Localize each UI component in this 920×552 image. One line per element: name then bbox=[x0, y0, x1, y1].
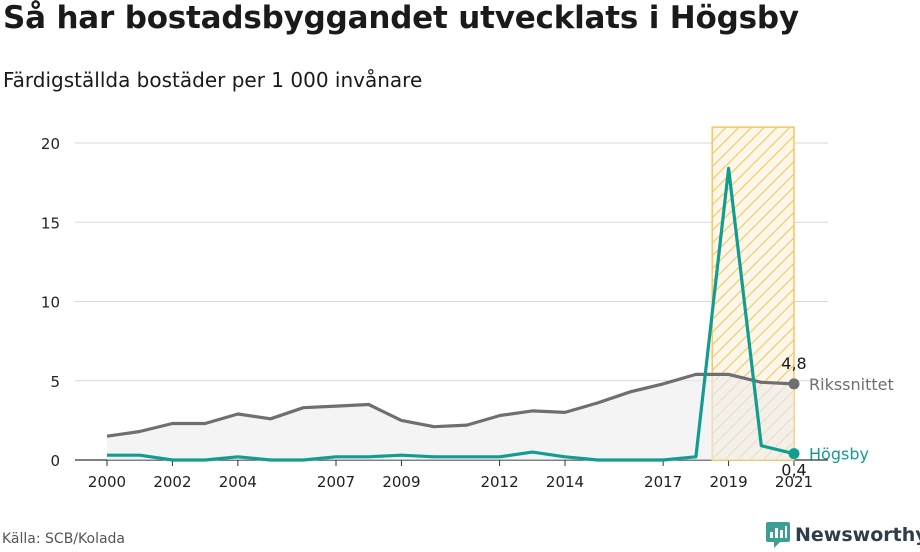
x-tick-label: 2019 bbox=[709, 473, 747, 491]
y-tick-label: 10 bbox=[41, 294, 60, 312]
x-tick-label: 2000 bbox=[88, 473, 126, 491]
hogsby-line bbox=[107, 166, 795, 462]
rikssnittet-value-label: 4,8 bbox=[781, 354, 806, 373]
hogsby-series-label: Högsby bbox=[809, 445, 869, 464]
x-tick-label: 2009 bbox=[382, 473, 420, 491]
x-tick-label: 2007 bbox=[317, 473, 355, 491]
y-tick-label: 5 bbox=[50, 373, 60, 391]
x-tick-label: 2002 bbox=[153, 473, 191, 491]
rikssnittet-series-label: Rikssnittet bbox=[809, 375, 894, 394]
newsworthy-brand[interactable]: Newsworthy bbox=[765, 520, 920, 550]
brand-name: Newsworthy bbox=[795, 524, 920, 546]
chart-title: Så har bostadsbyggandet utvecklats i Hög… bbox=[3, 0, 799, 36]
y-tick-label: 20 bbox=[41, 135, 60, 153]
x-tick-label: 2017 bbox=[644, 473, 682, 491]
x-tick-label: 2004 bbox=[219, 473, 257, 491]
source-note: Källa: SCB/Kolada bbox=[2, 531, 126, 547]
hogsby-value-label: 0,4 bbox=[781, 461, 806, 480]
rikssnittet-area bbox=[107, 374, 794, 460]
rikssnittet-line bbox=[106, 372, 795, 438]
line-chart: 0 5 10 15 20 2000 2002 2004 2007 2009 2012 2014 2017… bbox=[41, 126, 894, 491]
newsworthy-logo-icon bbox=[766, 522, 790, 548]
y-tick-label: 15 bbox=[41, 214, 60, 232]
rikssnittet-endpoint bbox=[788, 378, 800, 390]
x-tick-label: 2014 bbox=[546, 473, 584, 491]
x-tick-label: 2021 bbox=[775, 473, 813, 491]
y-tick-label: 0 bbox=[50, 452, 60, 470]
hogsby-endpoint bbox=[788, 448, 800, 460]
chart-subtitle: Färdigställda bostäder per 1 000 invånar… bbox=[3, 68, 423, 92]
x-tick-label: 2012 bbox=[480, 473, 518, 491]
